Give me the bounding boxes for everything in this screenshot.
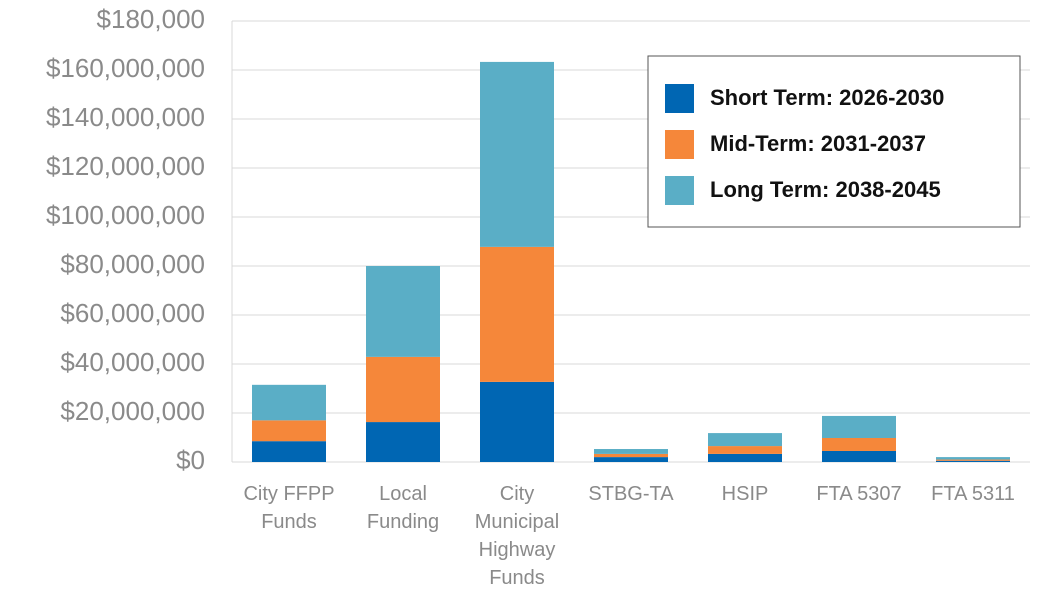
x-tick-label: STBG-TA [588, 483, 674, 505]
x-tick-label: City FFPP Funds [243, 483, 334, 533]
bar-segment [480, 381, 554, 462]
y-tick-label: $140,000,000 [46, 102, 205, 132]
bar-segment [822, 437, 896, 451]
legend-swatch [665, 130, 694, 159]
bar-segment [480, 61, 554, 247]
bar-segment [252, 384, 326, 421]
y-tick-label: $160,000,000 [46, 53, 205, 83]
legend-swatch [665, 176, 694, 205]
bar-segment [936, 460, 1010, 462]
bar-segment [480, 246, 554, 382]
legend-label: Short Term: 2026-2030 [710, 85, 944, 110]
y-tick-label: $80,000,000 [60, 249, 205, 279]
y-tick-label: $100,000,000 [46, 200, 205, 230]
y-tick-label: $120,000,000 [46, 151, 205, 181]
bar-segment [822, 415, 896, 438]
y-tick-label: $0 [176, 445, 205, 475]
bar-segment [708, 453, 782, 462]
y-tick-label: $20,000,000 [60, 396, 205, 426]
legend-label: Long Term: 2038-2045 [710, 177, 941, 202]
x-tick-label: City Municipal Highway Funds [475, 483, 559, 589]
legend-label: Mid-Term: 2031-2037 [710, 131, 926, 156]
x-tick-label: FTA 5307 [816, 483, 901, 505]
bar-segment [366, 422, 440, 462]
bar-segment [366, 356, 440, 423]
bar-segment [594, 449, 668, 454]
bar-segment [252, 420, 326, 442]
y-tick-label: $40,000,000 [60, 347, 205, 377]
bar-segment [936, 459, 1010, 461]
x-tick-label: Local Funding [367, 483, 439, 533]
y-tick-label: $180,000 [97, 4, 205, 34]
bar-segment [822, 450, 896, 462]
bar-segment [252, 441, 326, 462]
bar-segment [594, 453, 668, 458]
legend-box [647, 55, 1021, 228]
x-tick-label: FTA 5311 [931, 483, 1015, 505]
x-tick-label: HSIP [722, 483, 769, 505]
bar-segment [366, 266, 440, 357]
bar-segment [708, 433, 782, 447]
legend-swatch [665, 84, 694, 113]
bar-segment [594, 457, 668, 462]
bar-segment [708, 446, 782, 454]
y-tick-label: $60,000,000 [60, 298, 205, 328]
bar-segment [936, 457, 1010, 460]
